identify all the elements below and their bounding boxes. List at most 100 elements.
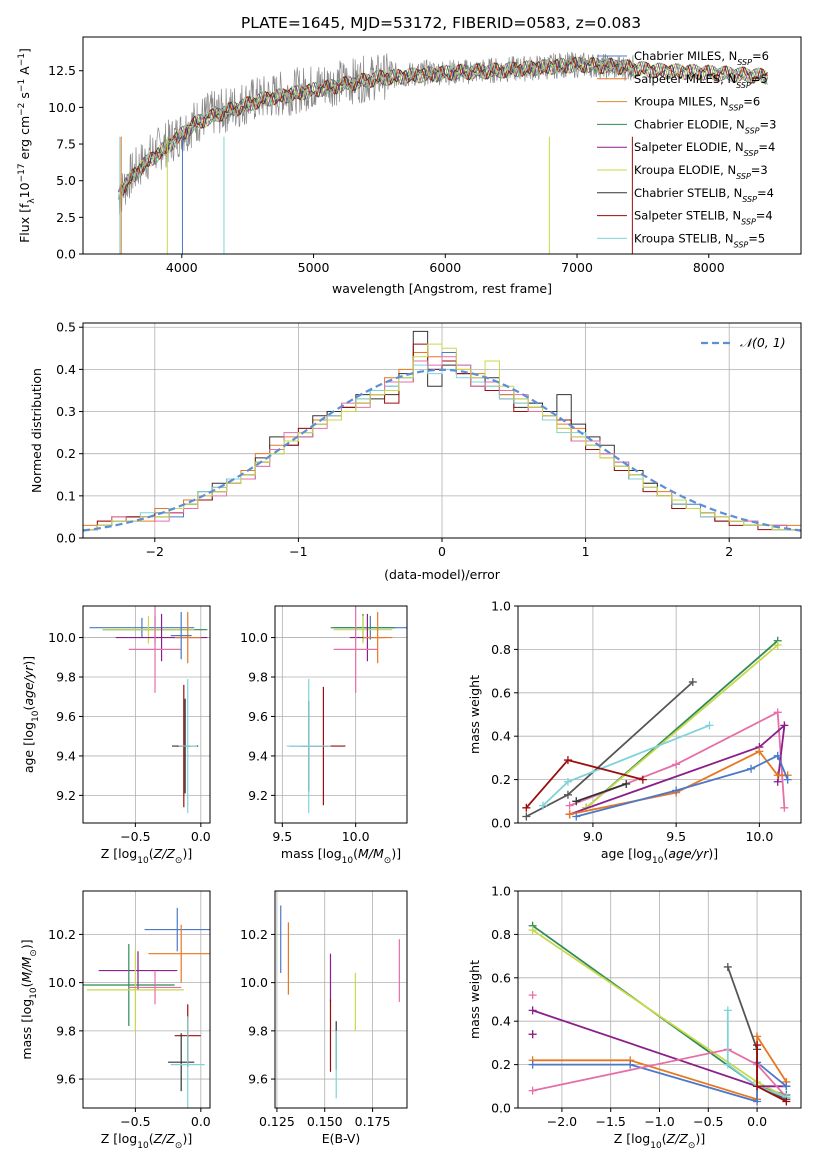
y-tick-label: 9.8	[248, 670, 268, 685]
x-axis-label: (data-model)/error	[384, 567, 501, 582]
chart-weight_vs_Z: −2.0 −1.5 −1.0 −0.5 0.0 0.0 0.2 0.4 0.6 0.8 1.0 Z […	[467, 884, 802, 1151]
weight-marker	[572, 812, 581, 821]
data-point	[363, 611, 393, 664]
data-point	[83, 944, 175, 1027]
y-tick-label: 9.2	[248, 788, 268, 803]
x-tick-label: 0.175	[355, 1114, 391, 1129]
x-tick-label: 10.0	[745, 829, 773, 844]
weight-line	[576, 783, 627, 803]
y-tick-label: 0.6	[491, 685, 511, 700]
y-tick-label: 0.1	[56, 488, 76, 503]
weight-marker	[626, 1060, 635, 1069]
weight-marker	[528, 926, 537, 935]
weight-line	[585, 644, 779, 809]
weight-marker	[528, 1006, 537, 1015]
y-axis-label: Normed distribution	[29, 368, 44, 493]
legend-label: Kroupa MILES, NSSP=6	[634, 95, 760, 113]
weight-marker	[688, 677, 697, 686]
weight-marker	[753, 1082, 762, 1091]
weight-marker	[782, 1082, 791, 1091]
weight-marker	[705, 721, 714, 730]
y-tick-label: 1.0	[491, 599, 511, 614]
plot-area	[528, 921, 791, 1106]
legend: Chabrier MILES, NSSP=6 Salpeter MILES, NS…	[597, 49, 776, 249]
y-tick-label: 9.8	[248, 1023, 268, 1038]
x-axis-label: Z [log10(Z/Z⊙)]	[614, 1131, 705, 1151]
weight-marker	[622, 779, 631, 788]
legend-label: Chabrier MILES, NSSP=6	[634, 49, 769, 67]
y-tick-label: 10.0	[240, 630, 268, 645]
axes-frame	[274, 890, 408, 1109]
weight-marker	[528, 991, 537, 1000]
legend-label: 𝒩(0, 1)	[740, 335, 786, 350]
data-point	[333, 606, 378, 693]
weight-marker	[528, 1086, 537, 1095]
data-point	[144, 907, 210, 952]
x-tick-label: 2	[725, 544, 733, 559]
y-tick-label: 0.4	[56, 362, 76, 377]
legend-label: Salpeter MILES, NSSP=5	[634, 72, 768, 90]
y-tick-label: 9.8	[56, 1023, 76, 1038]
weight-marker	[773, 641, 782, 650]
x-tick-label: −2.0	[547, 1114, 577, 1129]
legend-label: Salpeter ELODIE, NSSP=4	[634, 140, 775, 158]
weight-marker	[528, 1030, 537, 1039]
x-tick-label: 0.0	[747, 1114, 767, 1129]
weight-marker	[672, 760, 681, 769]
y-tick-label: 10.0	[48, 630, 76, 645]
y-tick-label: 9.8	[56, 670, 76, 685]
legend-label: Chabrier STELIB, NSSP=4	[634, 186, 774, 204]
y-tick-label: 0.2	[56, 446, 76, 461]
model-spectrum-line	[118, 57, 768, 196]
chart-residuals: −2 −1 0 1 2 0.0 0.1 0.2 0.3 0.4 0.5 (data-model)/er…	[29, 320, 802, 582]
data-point	[170, 1016, 205, 1108]
weight-marker	[773, 751, 782, 760]
weight-marker	[773, 708, 782, 717]
axes-frame	[82, 36, 802, 255]
x-tick-label: −0.5	[120, 829, 150, 844]
axes-frame	[517, 605, 802, 824]
data-point	[86, 948, 184, 1031]
legend: 𝒩(0, 1)	[701, 335, 786, 350]
x-tick-label: −2	[146, 544, 164, 559]
weight-marker	[565, 810, 574, 819]
data-point	[286, 678, 331, 814]
weight-marker	[773, 771, 782, 780]
y-tick-label: 2.5	[56, 210, 76, 225]
x-tick-label: 9.5	[666, 829, 686, 844]
y-tick-label: 12.5	[48, 63, 76, 78]
data-point	[98, 951, 178, 990]
weight-line	[569, 750, 788, 816]
x-tick-label: 0.125	[259, 1114, 295, 1129]
weight-marker	[638, 775, 647, 784]
plot-area	[89, 606, 208, 814]
y-tick-label: 9.6	[248, 1072, 268, 1087]
data-point	[128, 970, 182, 1005]
x-tick-label: 6000	[429, 260, 461, 275]
data-point	[128, 606, 182, 693]
weight-marker	[563, 777, 572, 786]
x-axis-label: E(B-V)	[322, 1131, 361, 1146]
weight-marker	[572, 797, 581, 806]
legend-label: Kroupa ELODIE, NSSP=3	[634, 163, 768, 181]
y-tick-label: 10.0	[48, 975, 76, 990]
weight-line	[726, 1010, 787, 1099]
chart-panels: 4000 5000 6000 7000 80000.02.55.07.510.012.5…	[17, 36, 802, 1151]
chart-mass_vs_ebv: 0.125 0.150 0.175 9.6 9.8 10.0 10.2 E(B-V)	[240, 890, 408, 1146]
weight-marker	[755, 747, 764, 756]
x-tick-label: 0.150	[307, 1114, 343, 1129]
legend-label: Salpeter STELIB, NSSP=4	[634, 209, 773, 227]
chart-spectrum: 4000 5000 6000 7000 8000 0.0 2.5 5.0 7.5 10.0 12.5…	[17, 36, 802, 296]
chart-weight_vs_age: 9.0 9.5 10.0 0.0 0.2 0.4 0.6 0.8 1.0 age [log10(a…	[467, 599, 802, 866]
y-tick-label: 0.4	[491, 729, 511, 744]
x-axis-label: Z [log10(Z/Z⊙)]	[101, 846, 192, 866]
weight-line	[569, 723, 786, 816]
data-point	[148, 924, 210, 983]
axes-frame	[274, 605, 408, 824]
weight-marker	[782, 1097, 791, 1106]
y-tick-label: 9.4	[56, 748, 76, 763]
weight-marker	[780, 803, 789, 812]
x-axis-label: mass [log10(M/M⊙)]	[281, 846, 401, 866]
axes-frame	[82, 605, 211, 824]
x-tick-label: 4000	[166, 260, 198, 275]
